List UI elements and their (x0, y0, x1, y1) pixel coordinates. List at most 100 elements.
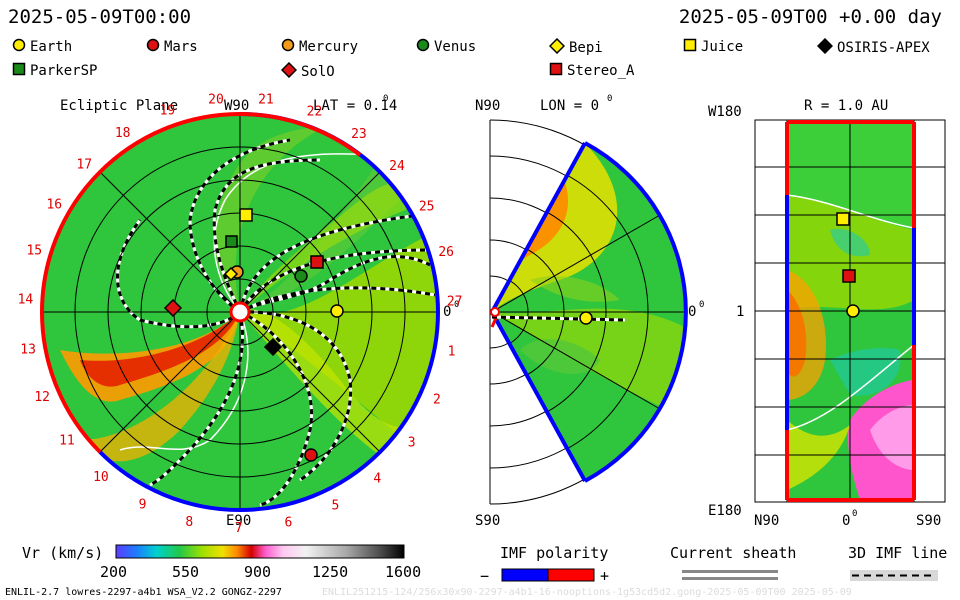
legend-item-mercury: Mercury (281, 38, 358, 56)
carrington-label: 24 (389, 159, 405, 174)
carrington-label: 27 (447, 294, 463, 309)
degree-mark: 0 (454, 300, 459, 310)
cyl-juice-marker (836, 212, 850, 226)
carrington-label: 9 (139, 498, 147, 513)
earth-marker (330, 304, 344, 318)
legend-item-solo: SolO (280, 61, 335, 82)
colorbar-tick-1250: 1250 (312, 563, 348, 581)
ecliptic-title: Ecliptic Plane (60, 98, 178, 114)
cylinder-top-left: W180 (708, 104, 742, 120)
meridional-lon-label: LON = 0 (540, 98, 599, 114)
colorbar-tick-200: 200 (100, 563, 127, 581)
ecliptic-plane-plot: Ecliptic Plane W90 LAT = 0.14 0 0 0 E90 … (18, 92, 463, 536)
meridional-bottom-left: S90 (475, 513, 500, 529)
colorbar-tick-900: 900 (244, 563, 271, 581)
colorbar-tick-550: 550 (172, 563, 199, 581)
carrington-label: 11 (59, 434, 75, 449)
cylinder-x-label-s90: S90 (916, 513, 941, 529)
carrington-label: 23 (351, 127, 367, 142)
diamond-icon (548, 37, 566, 58)
imf-polarity-legend: IMF polarity − + (480, 544, 609, 585)
legend-item-venus: Venus (416, 38, 476, 56)
imf-line-legend: 3D IMF line (848, 544, 947, 581)
carrington-label: 10 (93, 470, 109, 485)
ecliptic-right-label: 0 (443, 304, 451, 320)
meridional-right-label: 0 (688, 304, 696, 320)
ecliptic-bottom-label: E90 (226, 513, 251, 529)
carrington-label: 8 (185, 515, 193, 530)
sun-icon (229, 301, 251, 323)
square-icon (549, 62, 563, 80)
cylinder-plot: W180 R = 1.0 AU 1 E180 N90 0 0 S90 (708, 98, 946, 529)
imf-minus: − (480, 567, 489, 585)
carrington-label: 1 (448, 345, 456, 360)
degree-mark: 0 (852, 509, 857, 519)
current-sheath-title: Current sheath (670, 544, 796, 562)
carrington-label: 20 (208, 92, 224, 107)
carrington-label: 17 (76, 158, 92, 173)
cyl-stereo-a-marker (842, 269, 856, 283)
carrington-label: 3 (408, 435, 416, 450)
cyl-earth-marker (846, 304, 860, 318)
square-icon (683, 38, 697, 56)
carrington-label: 25 (419, 199, 435, 214)
degree-mark: 0 (699, 300, 704, 310)
colorbar-tick-1600: 1600 (385, 563, 421, 581)
circle-icon (281, 38, 295, 56)
carrington-label: 7 (235, 521, 243, 536)
cylinder-x-label-0: 0 (842, 513, 850, 529)
legend-item-mars: Mars (146, 38, 198, 56)
meridional-earth-marker (579, 311, 593, 325)
circle-icon (12, 38, 26, 56)
diamond-icon (280, 61, 298, 82)
cylinder-x-label-n90: N90 (754, 513, 779, 529)
imf-title: IMF polarity (500, 544, 608, 562)
carrington-label: 13 (20, 342, 36, 357)
colorbar-title: Vr (km/s) (22, 544, 103, 562)
bepi-marker (223, 266, 239, 282)
parkersp-marker (225, 235, 238, 248)
carrington-label: 4 (373, 472, 381, 487)
footer-left: ENLIL-2.7 lowres-2297-a4b1 WSA_V2.2 GONG… (5, 587, 282, 598)
carrington-label: 14 (18, 292, 34, 307)
mars-marker (304, 448, 318, 462)
legend-item-earth: Earth (12, 38, 72, 56)
legend-item-bepi: Bepi (548, 37, 603, 58)
carrington-label: 16 (46, 198, 62, 213)
meridional-top-left: N90 (475, 98, 500, 114)
velocity-colorbar: Vr (km/s) 200 550 900 1250 1600 (22, 544, 421, 581)
degree-mark: 0 (607, 94, 612, 104)
carrington-label: 21 (258, 93, 274, 108)
carrington-label: 19 (160, 104, 176, 119)
venus-marker (294, 269, 308, 283)
carrington-label: 12 (34, 390, 50, 405)
square-icon (12, 62, 26, 80)
carrington-label: 22 (307, 104, 323, 119)
carrington-label: 15 (26, 243, 42, 258)
legend-item-stereo-a: Stereo_A (549, 62, 634, 80)
carrington-label: 26 (438, 245, 454, 260)
solo-marker (163, 298, 183, 318)
legend-item-parkersp: ParkerSP (12, 62, 97, 80)
carrington-label: 5 (331, 499, 339, 514)
osiris-apex-marker (263, 337, 283, 357)
juice-marker (239, 208, 253, 222)
current-sheath-legend: Current sheath (670, 544, 796, 580)
carrington-label: 6 (284, 516, 292, 531)
degree-mark: 0 (383, 94, 388, 104)
carrington-label: 18 (115, 126, 131, 141)
circle-icon (146, 38, 160, 56)
legend-item-osiris-apex: OSIRIS-APEX (816, 37, 930, 58)
imf-line-title: 3D IMF line (848, 544, 947, 562)
legend-item-juice: Juice (683, 38, 743, 56)
circle-icon (416, 38, 430, 56)
carrington-label: 2 (433, 392, 441, 407)
cylinder-title: R = 1.0 AU (804, 98, 888, 114)
ecliptic-lat-label: LAT = 0.14 (313, 98, 397, 114)
model-time: 2025-05-09T00:00 (8, 6, 192, 28)
cylinder-mid-left: 1 (736, 304, 744, 320)
diamond-icon (816, 37, 834, 58)
ecliptic-top-label: W90 (224, 98, 249, 114)
